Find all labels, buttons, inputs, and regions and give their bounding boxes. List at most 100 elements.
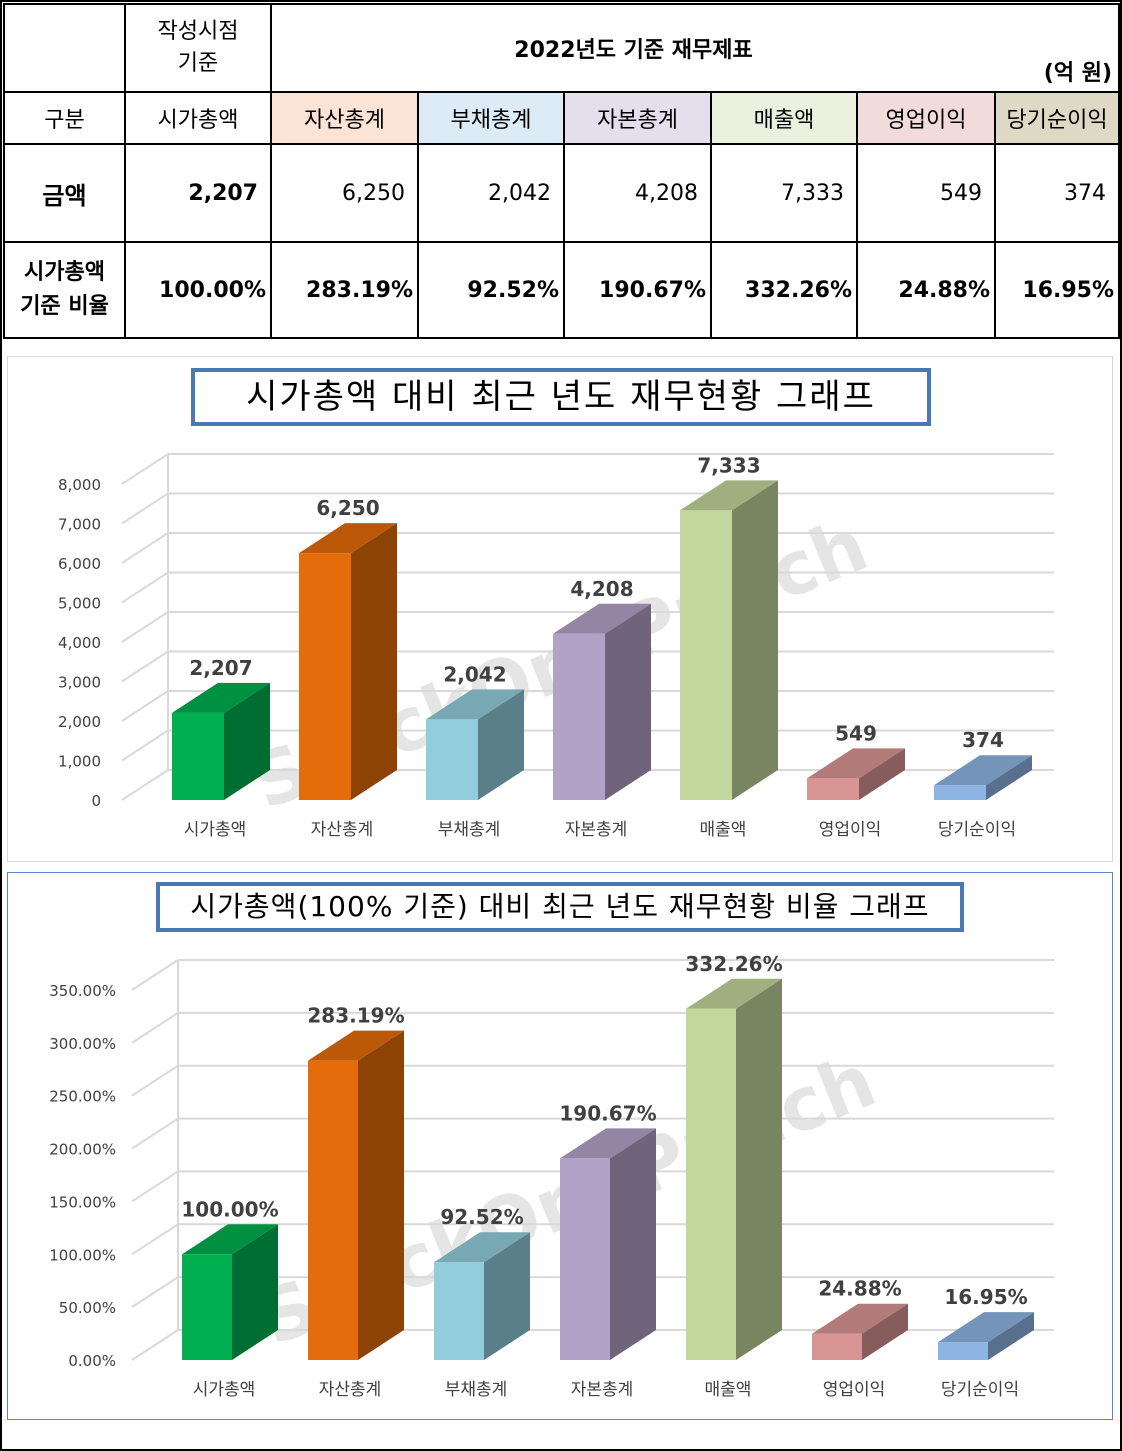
gridline-side xyxy=(131,1329,179,1361)
amount-cell: 4,208 xyxy=(563,143,712,243)
bar-top xyxy=(182,1224,278,1255)
ratio-cell: 332.26% xyxy=(710,241,858,339)
ratio-cell: 16.95% xyxy=(994,241,1121,339)
bar-side xyxy=(988,1312,1034,1360)
gridline-side xyxy=(121,571,169,604)
gridline-side xyxy=(121,650,169,683)
bar-top xyxy=(308,1030,404,1061)
bar-top xyxy=(680,480,778,511)
category-label: 매출액 xyxy=(700,820,747,840)
category-label: 당기순이익 xyxy=(941,1380,1019,1400)
bar xyxy=(680,480,778,800)
ratio-cell: 190.67% xyxy=(563,241,712,339)
column-header: 매출액 xyxy=(710,91,858,145)
column-header: 시가총액 xyxy=(124,91,272,145)
y-tick-label: 50.00% xyxy=(59,1299,116,1317)
amount-cell: 2,042 xyxy=(417,143,565,243)
y-tick-label: 300.00% xyxy=(49,1035,116,1053)
header-label: 구분 xyxy=(3,91,126,145)
amount-cell: 6,250 xyxy=(270,143,419,243)
bar-top xyxy=(553,603,651,634)
bar-front xyxy=(560,1158,610,1360)
bar xyxy=(934,755,1032,800)
y-tick-label: 7,000 xyxy=(58,516,101,534)
amount-row-label: 금액 xyxy=(3,143,126,243)
data-label: 283.19% xyxy=(307,1004,404,1028)
bar-front xyxy=(553,633,605,800)
y-tick-label: 250.00% xyxy=(49,1088,116,1106)
y-tick-label: 2,000 xyxy=(58,713,101,731)
y-tick-label: 0 xyxy=(91,792,101,810)
chart-panel-amount: StockOnePunch 01,0002,0003,0004,0005,000… xyxy=(7,356,1113,862)
bar xyxy=(938,1312,1034,1360)
data-label: 6,250 xyxy=(316,496,379,520)
bar-side xyxy=(351,523,397,800)
bar-front xyxy=(807,778,859,800)
gridline-side xyxy=(121,492,169,525)
category-label: 시가총액 xyxy=(184,820,247,840)
bar-front xyxy=(182,1254,232,1360)
y-tick-label: 3,000 xyxy=(58,674,101,692)
y-tick-label: 100.00% xyxy=(49,1246,116,1264)
category-label: 부채총계 xyxy=(445,1380,508,1400)
data-label: 332.26% xyxy=(685,952,782,976)
column-header: 부채총계 xyxy=(417,91,565,145)
bar xyxy=(308,1030,404,1360)
data-label: 2,042 xyxy=(443,662,506,686)
bar-top xyxy=(938,1312,1034,1343)
bar xyxy=(553,603,651,800)
gridline-side xyxy=(121,769,169,801)
bar-top xyxy=(434,1232,530,1263)
data-label: 549 xyxy=(835,721,877,745)
bar-front xyxy=(938,1342,988,1360)
y-tick-label: 1,000 xyxy=(58,753,101,771)
bar-top xyxy=(560,1128,656,1159)
gridline-side xyxy=(131,1170,179,1203)
bar-top xyxy=(934,755,1032,786)
column-header: 영업이익 xyxy=(855,91,997,145)
bar xyxy=(299,523,397,800)
bar-side xyxy=(859,748,905,800)
bar-front xyxy=(680,510,732,800)
table-title: 2022년도 기준 재무제표 xyxy=(269,3,996,93)
y-tick-label: 350.00% xyxy=(49,982,116,1000)
ratio-bar-chart: 0.00% 50.00% 100.00% 150.00% 200.00% 250.00% 3… xyxy=(49,952,1054,1400)
y-tick-label: 150.00% xyxy=(49,1193,116,1211)
y-tick-label: 4,000 xyxy=(58,634,101,652)
column-header: 자산총계 xyxy=(270,91,419,145)
bar-front xyxy=(434,1262,484,1360)
bar-top xyxy=(686,978,782,1009)
bar-top xyxy=(172,682,270,713)
bar-top xyxy=(426,689,524,720)
y-tick-label: 5,000 xyxy=(58,595,101,613)
bar xyxy=(172,682,270,800)
bar xyxy=(426,689,524,800)
bar-side xyxy=(224,682,270,800)
gridline-side xyxy=(131,1117,179,1150)
amount-cell: 549 xyxy=(855,143,997,243)
chart-title-amount: 시가총액 대비 최근 년도 재무현황 그래프 xyxy=(191,368,931,426)
column-header: 당기순이익 xyxy=(994,91,1121,145)
data-label: 7,333 xyxy=(697,453,760,477)
amount-cell: 7,333 xyxy=(710,143,858,243)
bar-side xyxy=(484,1232,530,1360)
data-label: 92.52% xyxy=(440,1205,523,1229)
bar-side xyxy=(232,1224,278,1360)
bar xyxy=(560,1128,656,1360)
bar-front xyxy=(812,1333,862,1360)
blank-corner-cell xyxy=(3,3,126,93)
bar-side xyxy=(358,1030,404,1360)
bar-side xyxy=(736,978,782,1360)
y-tick-label: 200.00% xyxy=(49,1141,116,1159)
ratio-cell: 24.88% xyxy=(855,241,997,339)
gridline-side xyxy=(121,532,169,564)
category-label: 자산총계 xyxy=(319,1380,382,1400)
category-label: 영업이익 xyxy=(819,820,882,840)
ratio-row-label: 시가총액 기준 비율 xyxy=(3,241,126,339)
gridline-side xyxy=(131,1276,179,1308)
bar xyxy=(807,748,905,800)
bar-side xyxy=(986,755,1032,800)
bar-top xyxy=(299,523,397,554)
category-label: 부채총계 xyxy=(438,820,501,840)
